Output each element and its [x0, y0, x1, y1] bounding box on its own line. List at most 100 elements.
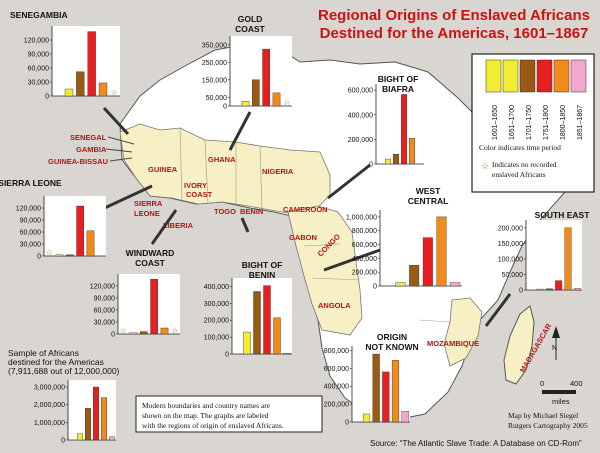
- chart-region-label: CENTRAL: [408, 196, 449, 206]
- mozambique-region: [443, 297, 483, 367]
- chart-region-label: SENEGAMBIA: [10, 10, 68, 20]
- chart-region-label: COAST: [135, 258, 166, 268]
- chart-plot-area: [352, 346, 410, 422]
- north-label: N: [552, 345, 557, 352]
- chart-tick-label: 250,000: [202, 60, 227, 67]
- chart-tick-label: 600,000: [324, 366, 349, 373]
- chart-plot-area: [380, 210, 462, 286]
- chart-region-label: WINDWARD: [126, 248, 175, 258]
- chart-tick-label: 60,000: [94, 308, 116, 315]
- star-icon: ☆: [111, 88, 118, 97]
- chart-tick-label: 800,000: [352, 228, 377, 235]
- chart-region-label: (7,911,688 out of 12,000,000): [8, 366, 120, 376]
- chart-south-east: 200,000 150,000 100,000 50,000 0 SOUTH EAST: [498, 210, 591, 295]
- map-title-line1: Regional Origins of Enslaved Africans: [318, 7, 590, 24]
- chart-tick-label: 400,000: [348, 112, 373, 119]
- chart-tick-label: 800,000: [324, 348, 349, 355]
- chart-tick-label: 3,000,000: [34, 385, 65, 392]
- chart-tick-label: 1,000,000: [346, 214, 377, 221]
- chart-tick-label: 0: [223, 104, 227, 111]
- chart-tick-label: 200,000: [498, 225, 523, 232]
- country-senegal: SENEGAL: [70, 133, 107, 142]
- chart-tick-label: 30,000: [28, 80, 50, 87]
- chart-bar: [382, 371, 390, 423]
- country-guinea: GUINEA: [148, 165, 178, 174]
- scale-unit: miles: [552, 397, 570, 406]
- chart-bar: [76, 433, 83, 441]
- arrow-benin: [240, 217, 250, 233]
- country-boundaries: [179, 127, 451, 323]
- chart-bar: [536, 288, 544, 291]
- chart-bar: [362, 413, 371, 423]
- chart-tick-label: 120,000: [24, 38, 49, 45]
- chart-bar: [252, 79, 260, 107]
- chart-bar: [450, 282, 461, 287]
- chart-sample: 3,000,000 2,000,000 1,000,000 0 Sample of Af…: [8, 348, 120, 445]
- arrow-gold-coast: [228, 111, 252, 151]
- country-guinea-bissau: GUINEA-BISSAU: [48, 157, 108, 166]
- country-ghana: GHANA: [208, 155, 236, 164]
- chart-bar: [76, 71, 85, 97]
- chart-plot-area: [526, 220, 582, 290]
- chart-plot-area: [230, 36, 292, 106]
- chart-tick-label: 60,000: [28, 66, 50, 73]
- chart-plot-area: [52, 26, 120, 96]
- chart-bar: [129, 332, 138, 335]
- chart-bar: [253, 291, 261, 355]
- legend-swatch-5: [570, 59, 587, 93]
- chart-bar: [160, 327, 169, 335]
- legend-label-5: 1851–1867: [577, 105, 584, 140]
- star-icon: ☆: [481, 161, 489, 171]
- country-cameroon: CAMEROON: [283, 205, 328, 214]
- chart-bar: [100, 397, 107, 441]
- legend-swatch-4: [553, 59, 570, 93]
- star-icon: ☆: [46, 248, 53, 257]
- info-line-3: with the regions of origin of enslaved A…: [142, 421, 284, 430]
- chart-sierra-leone: 120,000 90,000 60,000 30,000 0 ☆ SIERRA LEONE: [0, 178, 106, 261]
- chart-bar: [564, 227, 572, 291]
- legend-swatches: 1601–1650 1651–1700 1701–1750 1751–1800 1800…: [485, 59, 587, 140]
- madagascar-island: [503, 305, 535, 385]
- country-pointer-lines: [105, 136, 135, 162]
- chart-region-label: destined for the Americas: [8, 357, 104, 367]
- chart-bar: [422, 237, 433, 287]
- country-nigeria: NIGERIA: [262, 167, 294, 176]
- legend-star-note-2: enslaved Africans: [492, 170, 546, 179]
- country-togo: TOGO: [214, 207, 236, 216]
- chart-bar: [150, 279, 158, 335]
- chart-bar: [393, 153, 400, 165]
- country-gambia: GAMBIA: [76, 145, 107, 154]
- chart-bar: [545, 288, 553, 291]
- chart-senegambia: 120,000 90,000 60,000 30,000 0 ☆ SENEGAMBIA: [10, 10, 120, 101]
- chart-bar: [391, 360, 400, 423]
- chart-region-label: BIAFRA: [382, 84, 414, 94]
- north-arrow: N: [552, 326, 560, 360]
- chart-tick-label: 200,000: [324, 402, 349, 409]
- chart-tick-label: 0: [369, 162, 373, 169]
- chart-region-label: NOT KNOWN: [365, 342, 418, 352]
- scale-bar: 0 400 miles: [540, 379, 583, 406]
- chart-plot-area: [232, 278, 292, 354]
- chart-region-label: Sample of Africans: [8, 348, 79, 358]
- chart-tick-label: 100,000: [204, 335, 229, 342]
- chart-region-label: WEST: [416, 186, 441, 196]
- chart-tick-label: 200,000: [348, 137, 373, 144]
- chart-region-label: COAST: [235, 24, 266, 34]
- chart-bight-of-benin: 400,000 300,000 200,000 100,000 0 BIGHT OFBEN…: [204, 260, 292, 359]
- chart-region-label: SIERRA LEONE: [0, 178, 62, 188]
- chart-bar: [283, 352, 291, 355]
- chart-bar: [555, 280, 563, 291]
- chart-bar: [92, 386, 99, 441]
- country-benin: BENIN: [240, 207, 263, 216]
- legend-swatch-1: [502, 59, 519, 93]
- scale-zero: 0: [540, 379, 544, 388]
- chart-plot-area: [68, 380, 116, 440]
- chart-bar: [401, 411, 409, 423]
- legend-swatch-0: [485, 59, 502, 93]
- chart-tick-label: 0: [345, 420, 349, 427]
- chart-plot-area: [118, 274, 180, 334]
- star-icon: ☆: [171, 326, 178, 335]
- country-mozambique: MOZAMBIQUE: [427, 339, 479, 348]
